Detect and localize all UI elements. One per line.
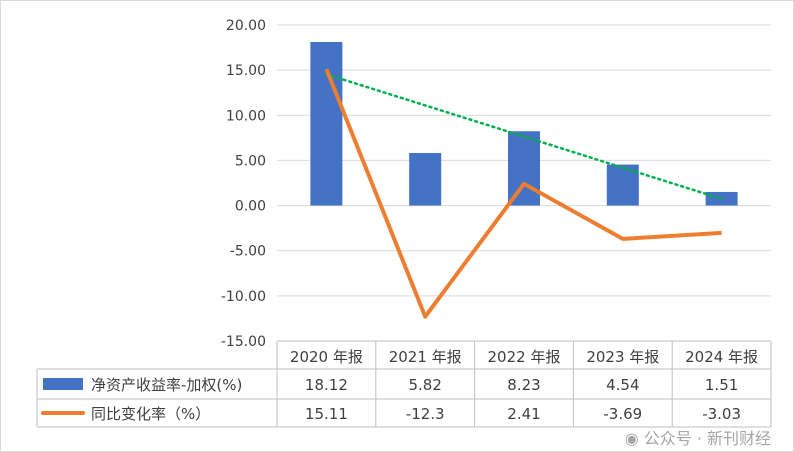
x-category-label: 2023 年报 bbox=[586, 348, 659, 366]
y-tick-label: 20.00 bbox=[226, 18, 266, 34]
bar bbox=[310, 41, 343, 206]
legend-swatch-bar bbox=[43, 378, 83, 390]
table-cell: 5.82 bbox=[408, 376, 441, 394]
x-category-label: 2020 年报 bbox=[290, 348, 363, 366]
table-cell: -3.03 bbox=[702, 405, 741, 423]
bar bbox=[508, 131, 540, 206]
table-cell: 15.11 bbox=[305, 405, 348, 423]
y-tick-label: 15.00 bbox=[226, 63, 266, 79]
trendline bbox=[325, 73, 723, 201]
series-line bbox=[324, 68, 722, 319]
x-category-label: 2024 年报 bbox=[685, 348, 758, 366]
watermark-text: 公众号 · 新刊财经 bbox=[643, 429, 771, 448]
bar bbox=[409, 153, 442, 206]
legend-label: 同比变化率（%） bbox=[91, 405, 210, 423]
table-cell: -3.69 bbox=[603, 405, 642, 423]
table-cell: -12.3 bbox=[406, 405, 445, 423]
table-cell: 4.54 bbox=[606, 376, 639, 394]
y-tick-label: -5.00 bbox=[230, 244, 266, 260]
y-tick-label: 10.00 bbox=[226, 108, 266, 124]
x-category-label: 2021 年报 bbox=[389, 348, 462, 366]
x-category-label: 2022 年报 bbox=[488, 348, 561, 366]
y-tick-label: -10.00 bbox=[221, 289, 266, 305]
table-cell: 8.23 bbox=[507, 376, 540, 394]
y-tick-label: 0.00 bbox=[235, 199, 266, 215]
legend-label: 净资产收益率-加权(%) bbox=[91, 376, 242, 394]
watermark: ◉ 公众号 · 新刊财经 bbox=[624, 429, 771, 448]
y-tick-label: -15.00 bbox=[221, 334, 266, 350]
y-tick-label: 5.00 bbox=[235, 153, 266, 169]
table-cell: 2.41 bbox=[507, 405, 540, 423]
table-cell: 18.12 bbox=[305, 376, 348, 394]
bar bbox=[606, 164, 639, 206]
table-cell: 1.51 bbox=[705, 376, 738, 394]
